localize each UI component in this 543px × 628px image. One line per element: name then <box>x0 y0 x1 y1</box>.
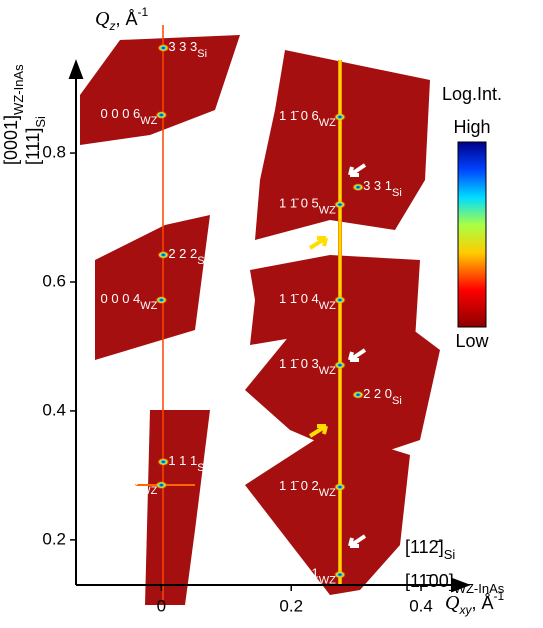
peak-phase: WZ <box>319 205 336 217</box>
y-axis-label: Qz, Å-1 <box>95 5 148 33</box>
y-axis-label-unit: , Å <box>115 9 137 29</box>
peak-label: 1 1̄ 0 3WZ <box>279 357 336 377</box>
y-axis-label-sup: -1 <box>137 5 148 19</box>
x-axis-label-unit: , Å <box>471 593 493 613</box>
x-tick-label: 0.2 <box>279 596 303 615</box>
y-direction-label-sub: Si <box>33 116 48 128</box>
peak-label: 1 1̄ 0 1WZ <box>279 566 336 586</box>
peak-label: 1 1̄ 0 4WZ <box>279 291 336 311</box>
peak <box>155 481 168 490</box>
peak-phase: WZ <box>140 485 157 497</box>
peak <box>333 483 346 492</box>
peak <box>157 457 170 466</box>
x-axis-label: Qxy, Å-1 <box>445 589 504 617</box>
peak-phase: WZ <box>140 115 157 127</box>
x-direction-label: [11̄00]WZ-InAs <box>405 571 505 596</box>
x-axis-label-sub: xy <box>458 603 472 617</box>
peak-index: 1 1̄ 0 6 <box>279 108 319 123</box>
peak-label: 1 1̄ 0 6WZ <box>279 108 336 128</box>
x-direction-label-text: [112̄] <box>405 537 444 557</box>
peak-phase: WZ <box>319 117 336 129</box>
peak-label: 1 1̄ 0 2WZ <box>279 478 336 498</box>
y-axis-label-symbol: Q <box>95 8 110 30</box>
y-tick-label: 0.2 <box>42 529 66 548</box>
y-tick-label: 0.8 <box>42 143 66 162</box>
peak <box>157 250 170 259</box>
peak-index: 0 0 0 6 <box>101 106 141 121</box>
peak-label: 1 1 1Si <box>168 453 207 473</box>
peak-index: 1 1̄ 0 4 <box>279 291 319 306</box>
colorbar <box>457 141 487 328</box>
peak-label: 0 0 0 2WZ <box>101 477 158 497</box>
peak-label: 3 3 3Si <box>168 39 207 59</box>
colorbar-title: Log.Int. <box>442 84 502 104</box>
peak-phase: Si <box>392 187 402 199</box>
peak <box>352 183 365 192</box>
x-direction-label: [112̄]Si <box>405 537 455 562</box>
peak-index: 1 1̄ 0 3 <box>279 357 319 372</box>
peak-index: 1 1̄ 0 1 <box>279 566 319 581</box>
peak <box>157 43 170 52</box>
y-direction-label-text: [111] <box>23 128 43 165</box>
x-axis-label-sup: -1 <box>493 589 504 603</box>
y-tick-label: 0.4 <box>42 400 66 419</box>
peak <box>352 390 365 399</box>
peaks <box>155 43 365 579</box>
x-direction-label-sub: WZ-InAs <box>454 581 505 596</box>
streaks <box>135 25 342 600</box>
peak-index: 1 1̄ 0 2 <box>279 478 319 493</box>
y-direction-label: [111]Si <box>23 116 48 165</box>
peak-index: 2 2 0 <box>363 386 392 401</box>
peak-phase: WZ <box>319 487 336 499</box>
peak <box>333 570 346 579</box>
peak-index: 0 0 0 4 <box>101 291 141 306</box>
y-tick-label: 0.6 <box>42 271 66 290</box>
peak-label: 0 0 0 4WZ <box>101 291 158 311</box>
y-direction-label-text: [0001] <box>1 115 21 165</box>
peak-phase: Si <box>197 462 207 474</box>
x-direction-label-sub: Si <box>444 547 456 562</box>
peak-label: 2 2 2Si <box>168 246 207 266</box>
peak <box>333 200 346 209</box>
peak-phase: Si <box>392 395 402 407</box>
peak-phase: Si <box>197 255 207 267</box>
peak-label: 3 3 1Si <box>363 179 402 199</box>
peak-index: 3 3 1 <box>363 179 392 194</box>
x-tick-label: 0 <box>157 596 166 615</box>
x-tick-label: 0.4 <box>409 596 433 615</box>
peak <box>155 111 168 120</box>
peak-index: 2 2 2 <box>168 246 197 261</box>
peak-index: 3 3 3 <box>168 39 197 54</box>
map-patches <box>80 35 440 605</box>
peak <box>333 112 346 121</box>
y-direction-label-sub: WZ-InAs <box>11 64 26 115</box>
y-axis-label-sub: z <box>108 19 115 33</box>
peak <box>333 296 346 305</box>
colorbar-low: Low <box>455 331 489 351</box>
colorbar-high: High <box>453 117 490 137</box>
peak-index: 0 0 0 2 <box>101 477 141 492</box>
peak <box>155 296 168 305</box>
y-direction-label: [0001]WZ-InAs <box>1 64 26 165</box>
peak-phase: WZ <box>140 300 157 312</box>
peak <box>333 361 346 370</box>
peak-label: 0 0 0 6WZ <box>101 106 158 126</box>
peak-phase: WZ <box>319 575 336 587</box>
peak-index: 1 1 1 <box>168 453 197 468</box>
axes <box>68 59 471 593</box>
x-axis-label-symbol: Q <box>445 592 460 614</box>
peak-phase: WZ <box>319 300 336 312</box>
peak-index: 1 1̄ 0 5 <box>279 196 319 211</box>
peak-label: 2 2 0Si <box>363 386 402 406</box>
arrows <box>308 163 367 548</box>
peak-label: 1 1̄ 0 5WZ <box>279 196 336 216</box>
peak-phase: WZ <box>319 365 336 377</box>
peak-phase: Si <box>197 48 207 60</box>
x-direction-label-text: [11̄00] <box>405 571 454 591</box>
